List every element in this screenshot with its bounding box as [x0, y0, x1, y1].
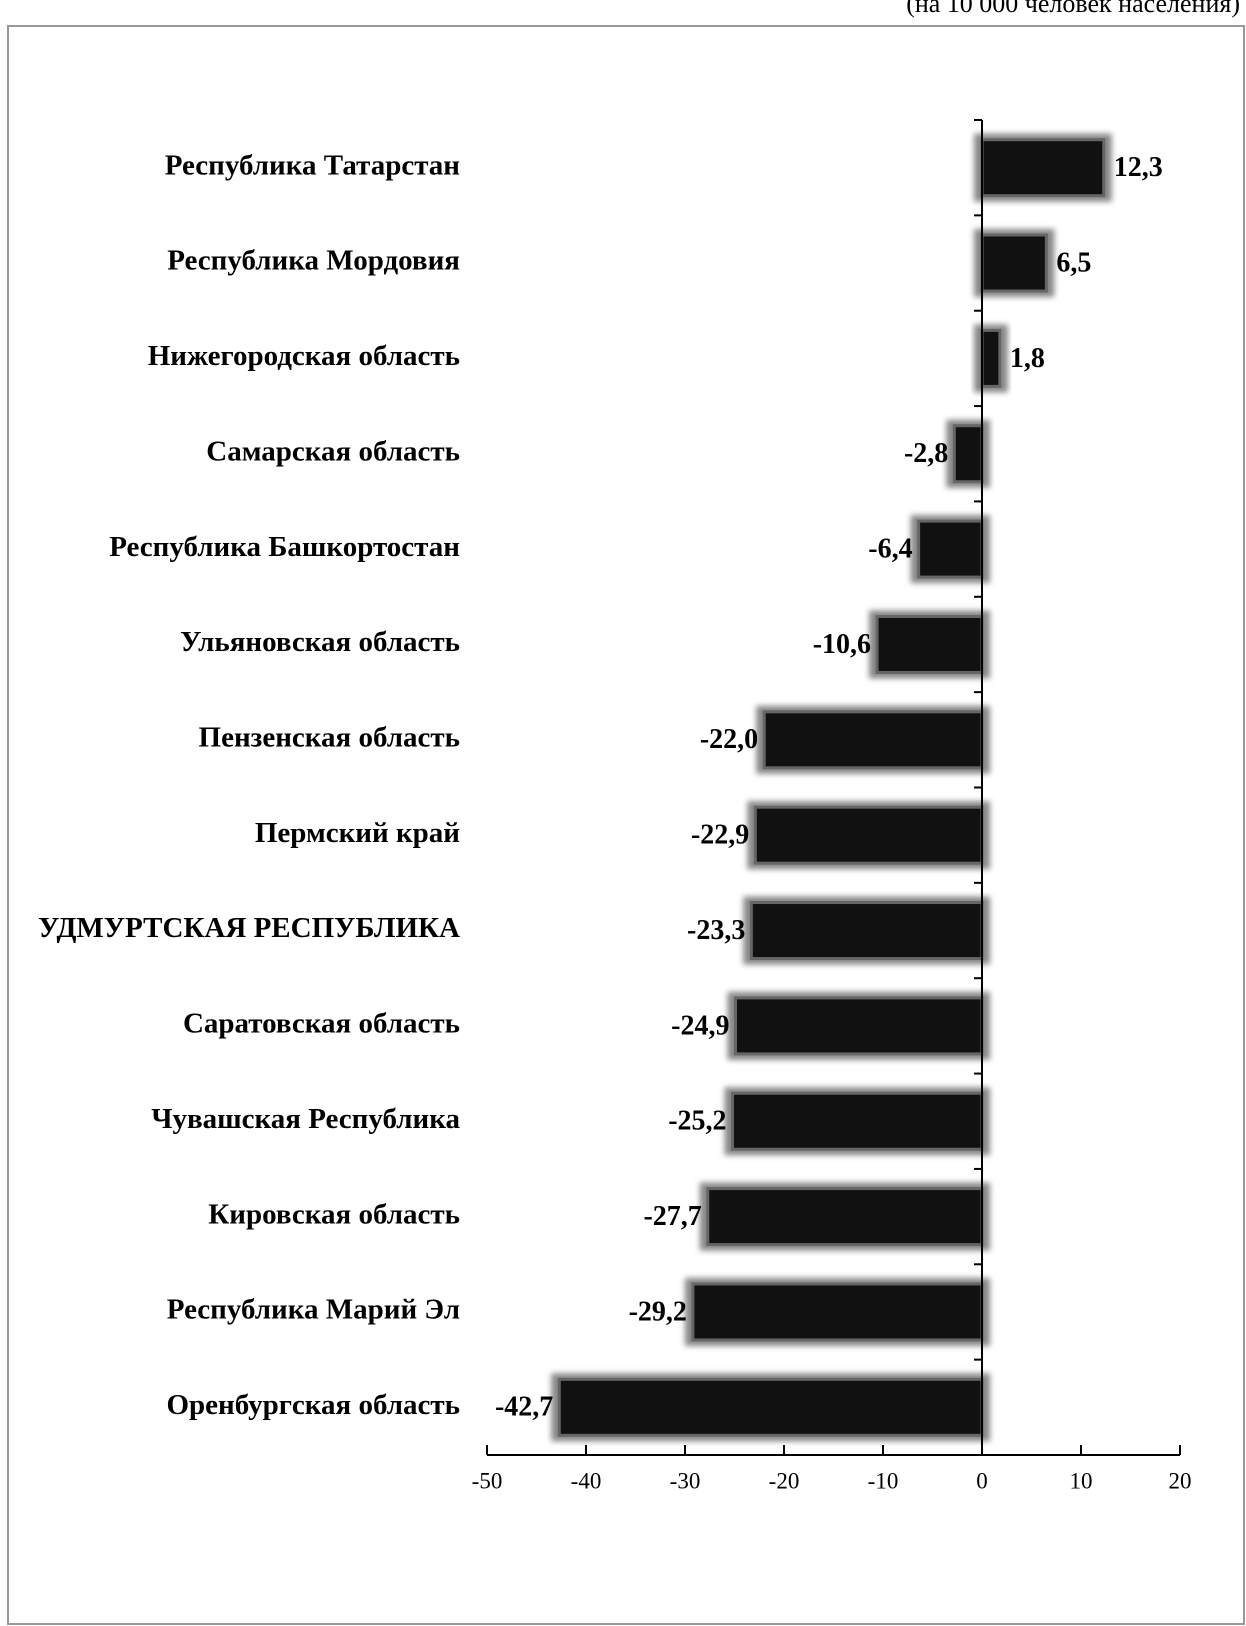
bar: [917, 519, 984, 579]
category-label: Республика Башкортостан: [109, 531, 460, 563]
bar: [980, 233, 1048, 293]
category-label: УДМУРТСКАЯ РЕСПУБЛИКА: [38, 912, 460, 944]
x-tick-label: -20: [769, 1468, 800, 1493]
value-label: -42,7: [495, 1392, 553, 1423]
value-label: -22,0: [700, 724, 758, 755]
bar: [749, 901, 984, 961]
x-tick-label: -10: [868, 1468, 899, 1493]
bar: [952, 424, 984, 484]
category-label: Пензенская область: [199, 721, 460, 753]
value-label: -25,2: [668, 1106, 726, 1137]
category-label: Пермский край: [255, 817, 460, 849]
x-tick-label: -50: [472, 1468, 503, 1493]
value-label: 12,3: [1114, 152, 1163, 183]
x-tick-label: 0: [976, 1468, 988, 1493]
value-label: -27,7: [643, 1201, 701, 1232]
value-label: -23,3: [687, 915, 745, 946]
x-tick-label: 10: [1070, 1468, 1093, 1493]
category-label: Республика Марий Эл: [167, 1294, 460, 1326]
bar: [731, 1091, 984, 1151]
value-label: -2,8: [904, 438, 948, 469]
frame: [7, 25, 1245, 1625]
category-label: Ульяновская область: [180, 626, 460, 658]
bar: [762, 710, 984, 770]
bar: [753, 805, 984, 865]
category-label: Нижегородская область: [148, 340, 460, 372]
category-label: Оренбургская область: [166, 1389, 460, 1421]
category-label: Республика Мордовия: [167, 245, 460, 277]
category-label: Чувашская Республика: [151, 1103, 460, 1135]
x-tick-label: -40: [571, 1468, 602, 1493]
category-label: Саратовская область: [183, 1008, 460, 1040]
value-label: -10,6: [813, 629, 871, 660]
bar: [557, 1377, 984, 1437]
value-label: 1,8: [1010, 343, 1045, 374]
bar: [691, 1282, 984, 1342]
value-label: -6,4: [868, 534, 912, 565]
category-label: Самарская область: [206, 435, 460, 467]
value-label: -24,9: [671, 1010, 729, 1041]
value-label: -29,2: [629, 1296, 687, 1327]
x-tick-label: -30: [670, 1468, 701, 1493]
x-tick-label: 20: [1169, 1468, 1192, 1493]
value-label: 6,5: [1056, 247, 1091, 278]
bar: [733, 996, 984, 1056]
category-label: Республика Татарстан: [165, 149, 460, 181]
bar: [980, 328, 1002, 388]
subtitle: (на 10 000 человек населения): [906, 0, 1240, 18]
bar: [706, 1187, 984, 1247]
value-label: -22,9: [691, 820, 749, 851]
bar: [875, 614, 984, 674]
bar: [980, 138, 1106, 198]
category-label: Кировская область: [208, 1198, 460, 1230]
